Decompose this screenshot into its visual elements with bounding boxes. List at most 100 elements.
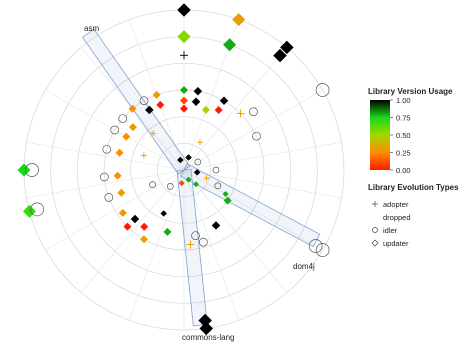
data-point-updater [193, 86, 203, 96]
data-point-updater [113, 171, 122, 180]
color-scale-tick-label: 0.50 [396, 131, 411, 140]
data-point-idler [118, 114, 128, 123]
grid-spoke [183, 169, 288, 293]
data-point-updater [122, 132, 131, 141]
legend-swatch-circle [372, 227, 378, 233]
color-scale-tick-label: 0.75 [396, 114, 411, 123]
data-point-updater [156, 100, 165, 109]
data-point-updater [17, 163, 31, 177]
library-label: commons-lang [182, 333, 234, 342]
data-point-updater [201, 105, 210, 114]
data-point-idler [25, 163, 39, 177]
grid-spoke [183, 89, 323, 171]
library-band [180, 163, 321, 248]
data-point-updater [22, 204, 36, 218]
data-point-updater [178, 180, 185, 187]
color-scale-ticks: 1.00 0.75 0.50 0.25 0.00 [390, 96, 411, 175]
data-point-updater [176, 156, 184, 164]
data-point-updater [180, 96, 188, 105]
data-point-idler [102, 144, 112, 154]
legend-entry-label: updater [383, 239, 409, 248]
grid-spoke [45, 89, 185, 171]
data-point-updater [180, 86, 188, 94]
legend-entry-label: adopter [383, 200, 409, 209]
data-point-updater [191, 97, 201, 107]
data-point-idler [149, 181, 156, 189]
library-bands [81, 28, 321, 327]
color-scale-bar [370, 100, 390, 170]
data-point-updater [140, 222, 149, 231]
data-point-idler [139, 96, 149, 106]
data-point-idler [212, 166, 220, 174]
data-point-idler [249, 107, 258, 117]
data-point-updater [177, 3, 191, 17]
data-point-updater [140, 235, 148, 244]
data-point-idler [104, 193, 114, 202]
data-point-updater [180, 104, 188, 113]
data-point-updater [222, 191, 229, 197]
shape-legend-entries: adopter dropped idler updater [371, 200, 411, 248]
data-point-idler [166, 182, 174, 190]
data-point-updater [177, 30, 191, 44]
data-point-updater [152, 90, 161, 99]
grid-spoke [26, 169, 185, 199]
data-point-updater [144, 105, 154, 115]
shape-legend-title: Library Evolution Types [368, 183, 459, 192]
color-scale-tick-label: 0.00 [396, 166, 411, 175]
data-point-updater [130, 214, 140, 224]
data-point-updater [160, 210, 168, 217]
data-point-updater [192, 181, 199, 188]
grid-spoke [183, 169, 240, 321]
data-point-idler [30, 202, 45, 217]
library-labels: asm dom4j commons-lang [84, 24, 315, 342]
grid-spoke [183, 169, 342, 199]
data-point-updater [193, 168, 201, 176]
legend-entry-label: idler [383, 226, 398, 235]
data-point-updater [115, 148, 124, 157]
grid-spoke [45, 169, 185, 251]
data-point-idler [110, 125, 120, 135]
data-point-updater [123, 222, 132, 231]
data-point-updater [163, 227, 172, 236]
data-point-updater [128, 123, 137, 132]
data-point-updater [223, 196, 232, 205]
grid-spoke [183, 169, 323, 251]
data-point-idler [315, 243, 330, 257]
data-point-idler [214, 182, 222, 190]
data-point-updater [118, 208, 127, 217]
data-point-updater [185, 176, 192, 183]
data-point-updater [219, 96, 229, 106]
data-point-idler [191, 231, 200, 241]
data-point-idler [99, 172, 109, 182]
library-label: asm [84, 24, 99, 33]
data-point-updater [198, 313, 213, 328]
color-scale-tick-label: 0.25 [396, 149, 411, 158]
data-point-updater [223, 38, 237, 52]
grid-spoke [26, 141, 185, 171]
data-point-idler [194, 158, 202, 166]
color-scale-tick-label: 1.00 [396, 96, 411, 105]
data-point-updater [117, 188, 126, 197]
color-legend-title: Library Version Usage [368, 87, 453, 96]
data-point-updater [279, 40, 294, 55]
legend-entry-label: dropped [383, 213, 411, 222]
library-band [81, 28, 191, 175]
data-point-idler [198, 237, 208, 247]
grid-spoke [80, 169, 185, 293]
grid-spoke [183, 141, 342, 171]
data-point-idler [308, 239, 323, 253]
data-point-idler [252, 131, 261, 141]
grid-spoke [128, 169, 185, 321]
data-point-updater [214, 105, 223, 114]
grid-spoke [183, 47, 288, 171]
data-point-updater [128, 104, 137, 113]
data-point-updater [232, 13, 246, 27]
data-points [17, 3, 330, 336]
data-point-idler [315, 83, 330, 97]
data-point-updater [185, 154, 192, 161]
data-point-updater [211, 221, 221, 230]
legend: Library Version Usage 1.00 0.75 0.50 0.25 0.… [368, 87, 459, 248]
library-label: dom4j [293, 262, 315, 271]
